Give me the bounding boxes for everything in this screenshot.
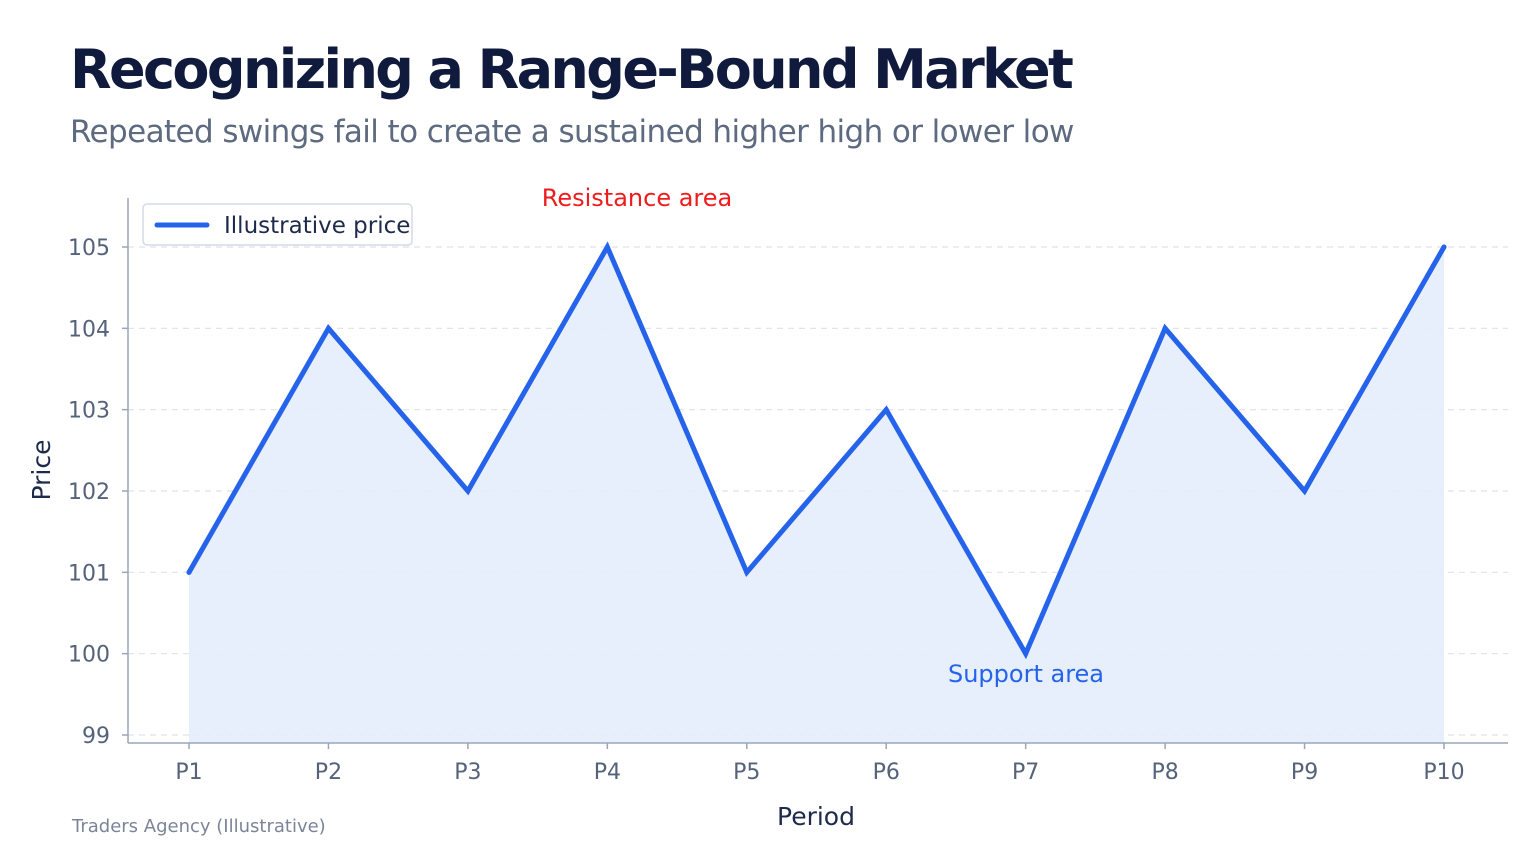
- y-axis-label: Price: [27, 440, 56, 501]
- x-tick-label: P1: [175, 760, 202, 785]
- price-point-P6: [883, 407, 889, 413]
- y-tick-label: 101: [68, 561, 110, 586]
- price-points: [186, 244, 1447, 657]
- x-tick-label: P7: [1012, 760, 1039, 785]
- price-point-P3: [465, 488, 471, 494]
- legend-box: [142, 203, 413, 246]
- y-tick-label: 103: [68, 399, 110, 424]
- x-tick-label: P10: [1423, 760, 1464, 785]
- price-point-P5: [744, 569, 750, 575]
- x-tick-label: P3: [454, 760, 481, 785]
- x-tick-label: P8: [1151, 760, 1178, 785]
- resistance-annotation: Resistance area: [542, 184, 732, 212]
- price-point-P2: [325, 325, 331, 331]
- axes: [127, 198, 1508, 744]
- x-tick-label: P9: [1291, 760, 1318, 785]
- price-point-P7: [1023, 651, 1029, 657]
- price-point-P4: [604, 244, 610, 250]
- chart-title: Recognizing a Range-Bound Market: [70, 38, 1074, 101]
- source-note: Traders Agency (Illustrative): [72, 816, 326, 837]
- price-series-line: [186, 241, 1447, 660]
- x-tick-labels: P1 P2 P3 P4 P5 P6 P7 P8 P9 P10: [175, 743, 1465, 785]
- x-tick-label: P4: [594, 760, 621, 785]
- price-point-P1: [186, 569, 192, 575]
- y-tick-label: 99: [82, 724, 110, 749]
- x-tick-label: P6: [873, 760, 900, 785]
- x-tick-label: P5: [733, 760, 760, 785]
- y-tick-label: 105: [68, 236, 110, 261]
- legend-series-label: Illustrative price: [224, 213, 410, 239]
- y-tick-labels: 99 100 101 102 103 104 105: [68, 236, 128, 749]
- y-tick-label: 104: [68, 317, 110, 342]
- x-tick-label: P2: [315, 760, 342, 785]
- x-axis-label: Period: [777, 802, 855, 831]
- support-annotation: Support area: [948, 660, 1104, 688]
- price-point-P10: [1441, 244, 1447, 250]
- y-tick-label: 102: [68, 480, 110, 505]
- legend: Illustrative price: [142, 203, 413, 246]
- y-tick-label: 100: [68, 643, 110, 668]
- chart-subtitle: Repeated swings fail to create a sustain…: [70, 114, 1074, 150]
- price-point-P9: [1302, 488, 1308, 494]
- price-point-P8: [1162, 325, 1168, 331]
- price-area-fill: [189, 247, 1444, 743]
